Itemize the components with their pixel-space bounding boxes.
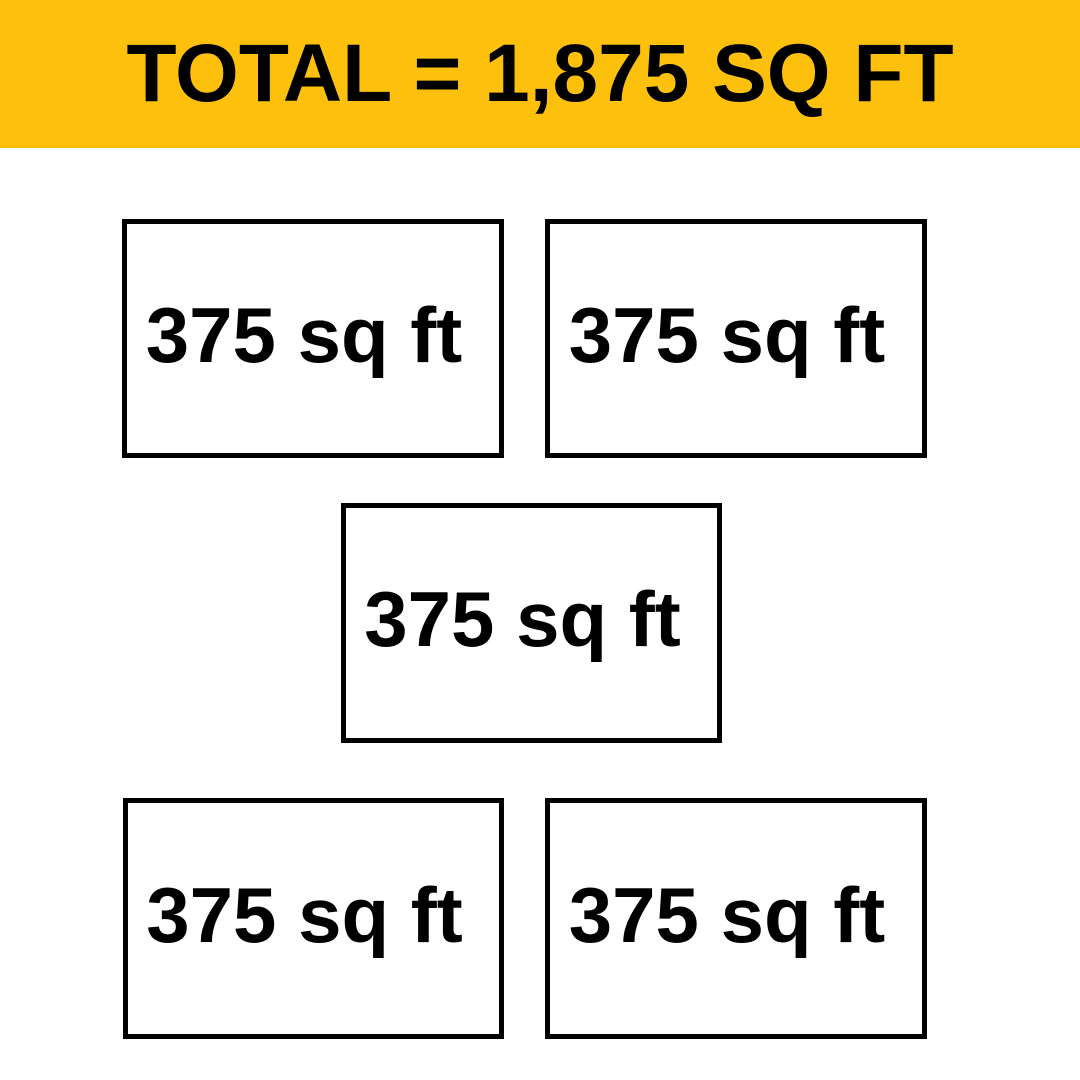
total-title: TOTAL = 1,875 SQ FT [126, 28, 954, 119]
area-box-bottom-right: 375 sq ft [545, 798, 927, 1039]
area-box-label: 375 sq ft [568, 870, 886, 959]
area-box-label: 375 sq ft [145, 290, 463, 379]
area-box-middle: 375 sq ft [341, 503, 722, 743]
total-banner: TOTAL = 1,875 SQ FT [0, 0, 1080, 148]
area-box-bottom-left: 375 sq ft [123, 798, 504, 1039]
area-box-top-right: 375 sq ft [545, 219, 927, 458]
area-box-label: 375 sq ft [568, 290, 886, 379]
area-box-label: 375 sq ft [146, 870, 463, 959]
area-box-top-left: 375 sq ft [122, 219, 504, 458]
area-box-label: 375 sq ft [364, 575, 681, 663]
